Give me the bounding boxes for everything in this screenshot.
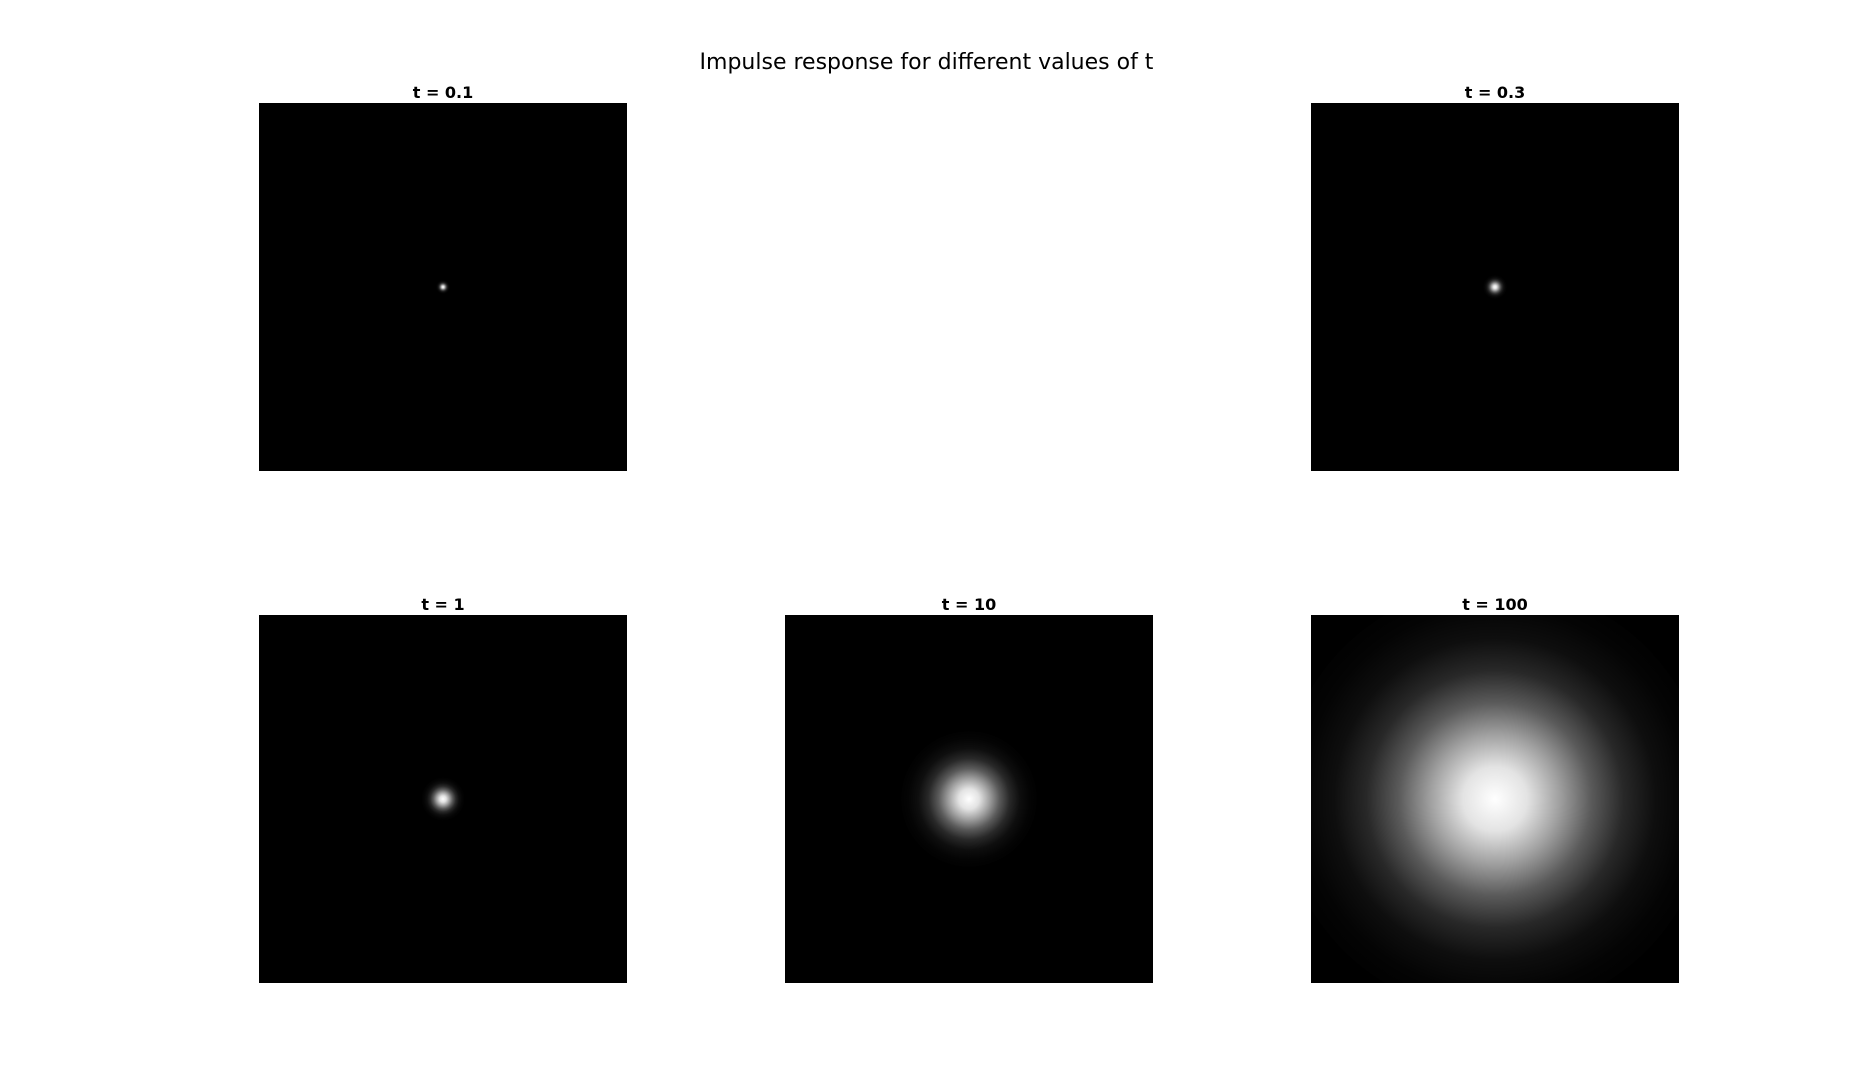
impulse-response-blob <box>421 777 465 821</box>
impulse-response-blob <box>1483 275 1507 299</box>
subplot-title: t = 100 <box>1462 595 1528 614</box>
impulse-response-image <box>259 615 627 983</box>
subplot-title: t = 10 <box>941 595 997 614</box>
subplot-title: t = 1 <box>421 595 465 614</box>
impulse-response-blob <box>1311 615 1679 983</box>
impulse-response-image <box>1311 615 1679 983</box>
subplot-title: t = 0.1 <box>412 83 474 102</box>
impulse-response-blob <box>436 280 450 294</box>
subplot-title: t = 0.3 <box>1464 83 1526 102</box>
figure-title: Impulse response for different values of… <box>699 50 1154 75</box>
impulse-response-image <box>1311 103 1679 471</box>
impulse-response-image <box>785 615 1153 983</box>
impulse-response-blob <box>901 731 1037 867</box>
impulse-response-image <box>259 103 627 471</box>
